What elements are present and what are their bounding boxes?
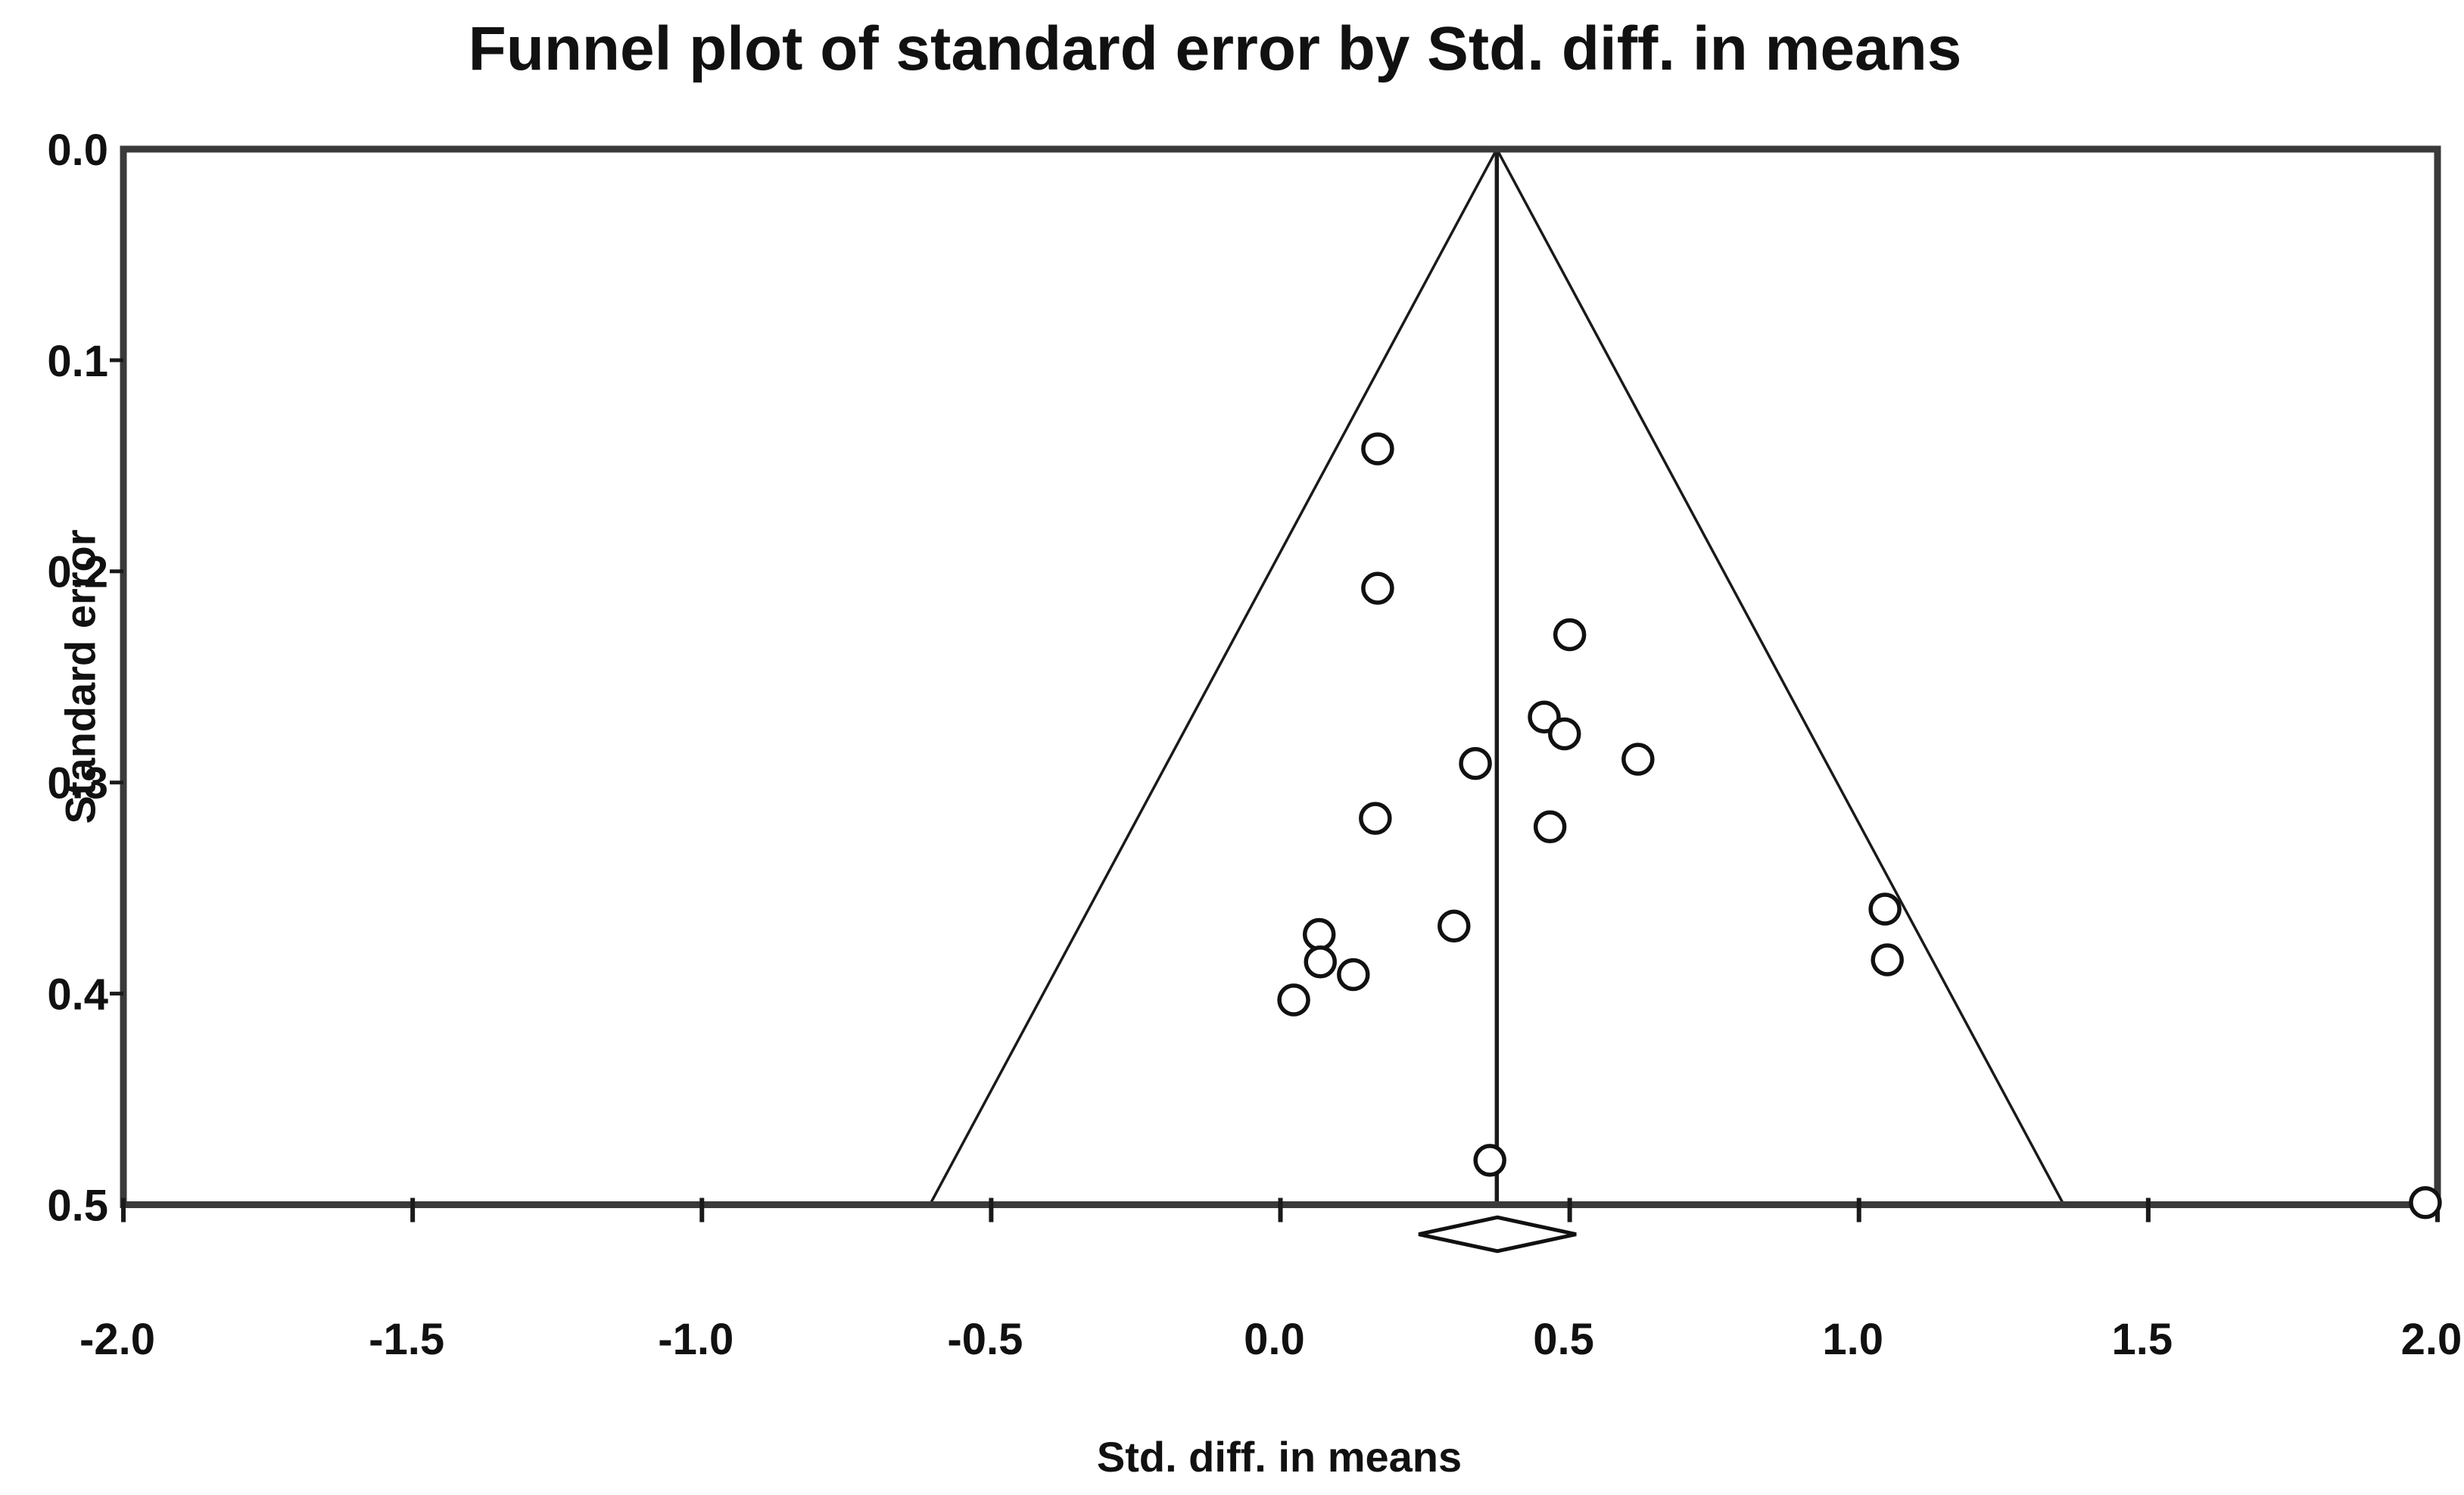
study-data-point [1438, 909, 1471, 943]
study-data-point [2409, 1185, 2442, 1219]
study-data-point [1361, 572, 1394, 605]
y-tick-label: 0.3 [47, 759, 108, 808]
study-data-point [1547, 717, 1581, 751]
x-tick-label: 1.5 [2112, 1315, 2173, 1364]
study-data-point [1277, 983, 1310, 1017]
x-tick-label: 1.0 [1822, 1315, 1883, 1364]
study-data-point [1459, 746, 1492, 780]
y-tick-label: 0.4 [47, 970, 108, 1019]
study-data-point [1359, 802, 1392, 835]
study-data-point [1553, 618, 1587, 652]
study-data-point [1621, 743, 1655, 776]
chart-title: Funnel plot of standard error by Std. di… [468, 14, 1962, 83]
study-data-point [1473, 1144, 1506, 1177]
study-data-point [1337, 958, 1370, 992]
plot-border [120, 145, 2441, 1208]
study-data-point [1304, 945, 1337, 979]
study-data-point [1361, 432, 1394, 466]
y-tick-label: 0.0 [47, 126, 108, 175]
y-tick-label: 0.5 [47, 1181, 108, 1230]
x-tick-label: 0.0 [1244, 1315, 1305, 1364]
x-tick-label: -0.5 [947, 1315, 1023, 1364]
study-data-point [1868, 892, 1902, 926]
study-data-point [1871, 943, 1904, 976]
x-axis-title: Std. diff. in means [1096, 1433, 1463, 1481]
x-tick-label: 0.5 [1533, 1315, 1594, 1364]
funnel-left-limit-line [928, 148, 1498, 1206]
y-tick-label: 0.1 [47, 337, 108, 386]
funnel-right-limit-line [1495, 148, 2065, 1206]
x-tick-label: 2.0 [2401, 1315, 2462, 1364]
study-data-point [1533, 810, 1567, 844]
study-data-point [1302, 917, 1336, 952]
pooled-estimate-diamond [1418, 1215, 1577, 1254]
x-tick-label: -1.5 [369, 1315, 444, 1364]
y-tick-label: 0.2 [47, 548, 108, 597]
x-tick-label: -1.0 [658, 1315, 734, 1364]
x-tick-label: -2.0 [79, 1315, 155, 1364]
